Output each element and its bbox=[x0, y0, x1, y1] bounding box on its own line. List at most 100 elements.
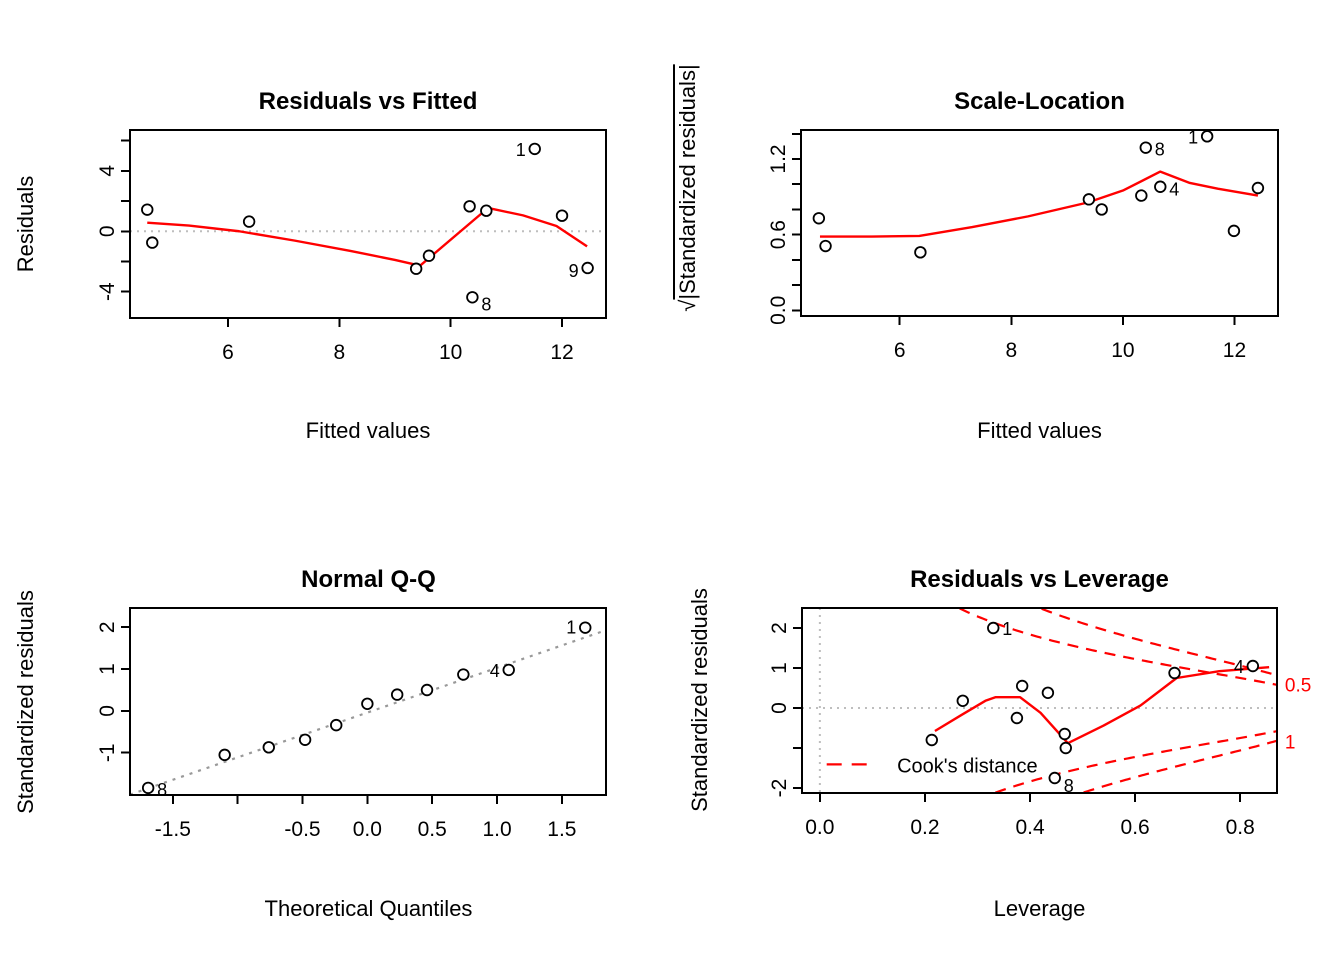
x-tick-label: 12 bbox=[550, 341, 573, 364]
data-point bbox=[466, 291, 479, 304]
data-point bbox=[528, 142, 541, 156]
y-tick-label: 0.0 bbox=[767, 296, 790, 325]
ylabel-standardized-residuals-qq: Standardized residuals bbox=[13, 590, 38, 814]
point-label-8: 8 bbox=[1155, 140, 1165, 160]
ylabel-standardized-residuals-leverage: Standardized residuals bbox=[687, 588, 712, 812]
data-point bbox=[1227, 224, 1241, 238]
data-point bbox=[422, 249, 436, 262]
title-residuals-vs-leverage: Residuals vs Leverage bbox=[910, 566, 1169, 593]
data-point bbox=[1139, 141, 1152, 154]
x-tick-label: 10 bbox=[439, 341, 462, 364]
point-label-8: 8 bbox=[1064, 776, 1074, 796]
xlabel-fitted-values-top-left: Fitted values bbox=[305, 418, 431, 443]
y-tick-label: 4 bbox=[96, 165, 119, 177]
data-point bbox=[1059, 741, 1072, 755]
data-point bbox=[242, 215, 256, 228]
point-label-1: 1 bbox=[566, 618, 576, 638]
data-point bbox=[1082, 193, 1096, 206]
data-point bbox=[463, 200, 476, 213]
panel-residuals-vs-leverage: 0.0 0.2 0.4 0.6 0.8 -2 0 1 2 1 8 4 0.5 1 Cook's distan… bbox=[768, 607, 1311, 839]
cooks-distance-contour-1 bbox=[1041, 607, 1278, 677]
x-tick-label: 1.0 bbox=[482, 818, 511, 841]
xlabel-leverage: Leverage bbox=[993, 896, 1086, 921]
y-tick-label: -2 bbox=[768, 779, 791, 798]
x-tick-label: 0.2 bbox=[910, 816, 939, 839]
reference-line bbox=[129, 629, 607, 796]
cooks-distance-contour-1 bbox=[1083, 739, 1278, 794]
title-scale-location: Scale-Location bbox=[954, 88, 1125, 115]
x-tick-label: 8 bbox=[333, 341, 345, 364]
point-label-4: 4 bbox=[490, 661, 500, 681]
data-point bbox=[1135, 189, 1148, 202]
data-point bbox=[146, 236, 159, 249]
y-tick-label: 2 bbox=[768, 622, 791, 634]
loess-smooth bbox=[934, 666, 1270, 745]
data-point bbox=[925, 733, 938, 747]
point-label-9: 9 bbox=[569, 261, 579, 281]
data-point bbox=[1095, 203, 1108, 216]
annotation-text: Cook's distance bbox=[897, 756, 1038, 778]
data-point bbox=[581, 261, 594, 275]
point-label-8: 8 bbox=[481, 294, 491, 314]
data-point bbox=[987, 621, 1000, 635]
xlabel-fitted-values-top-right: Fitted values bbox=[977, 418, 1102, 443]
y-tick-label: 2 bbox=[96, 621, 119, 633]
data-point bbox=[1015, 679, 1029, 693]
point-label-8: 8 bbox=[157, 780, 167, 800]
point-label-1: 1 bbox=[1188, 127, 1198, 147]
x-tick-label: 6 bbox=[894, 339, 906, 362]
data-point bbox=[218, 748, 231, 762]
y-tick-label: 1.2 bbox=[767, 144, 790, 173]
loess-smooth bbox=[819, 170, 1259, 238]
loess-smooth bbox=[147, 206, 588, 267]
point-label-4: 4 bbox=[1169, 180, 1179, 200]
x-tick-label: 0.0 bbox=[805, 816, 834, 839]
ylabel-residuals: Residuals bbox=[13, 175, 38, 273]
x-tick-label: 0.0 bbox=[353, 818, 382, 841]
x-tick-label: 1.5 bbox=[547, 818, 576, 841]
data-point bbox=[420, 683, 434, 697]
point-label-1: 1 bbox=[1002, 619, 1012, 639]
ylabel-sqrt-standardized-residuals: √|Standardized residuals| bbox=[675, 64, 700, 312]
y-tick-label: -4 bbox=[96, 282, 119, 301]
data-point bbox=[502, 663, 515, 677]
data-point bbox=[555, 209, 569, 222]
data-point bbox=[1251, 181, 1265, 195]
y-tick-label: 0 bbox=[96, 225, 119, 237]
plot-box bbox=[129, 129, 607, 319]
y-tick-label: 0 bbox=[768, 702, 791, 714]
x-tick-label: 0.4 bbox=[1015, 816, 1045, 839]
plot-box bbox=[801, 607, 1278, 794]
x-tick-label: 0.6 bbox=[1121, 816, 1150, 839]
data-point bbox=[262, 741, 275, 754]
point-label-4: 4 bbox=[1234, 657, 1244, 677]
y-tick-label: 0 bbox=[96, 705, 119, 717]
data-point bbox=[1048, 771, 1061, 785]
data-point bbox=[1041, 686, 1055, 700]
data-point bbox=[579, 621, 592, 634]
panel-scale-location: 6 8 10 120.00.61.2 841 bbox=[767, 127, 1279, 362]
plot-box bbox=[800, 129, 1279, 317]
x-tick-label: 10 bbox=[1111, 339, 1134, 362]
data-point bbox=[298, 733, 312, 746]
x-tick-label: 0.5 bbox=[418, 818, 447, 841]
y-tick-label: 1 bbox=[768, 662, 791, 674]
data-point bbox=[914, 246, 927, 259]
annotation-text: 0.5 bbox=[1285, 675, 1311, 696]
data-point bbox=[330, 718, 343, 732]
x-tick-label: 6 bbox=[222, 341, 234, 364]
x-tick-label: -0.5 bbox=[284, 818, 320, 841]
title-residuals-vs-fitted: Residuals vs Fitted bbox=[258, 88, 478, 115]
y-tick-label: 0.6 bbox=[767, 220, 790, 249]
data-point bbox=[409, 262, 423, 275]
x-tick-label: 8 bbox=[1005, 339, 1017, 362]
xlabel-theoretical-quantiles: Theoretical Quantiles bbox=[264, 896, 473, 921]
data-point bbox=[956, 694, 969, 708]
data-point bbox=[390, 688, 404, 701]
data-point bbox=[1200, 130, 1214, 143]
cooks-distance-contour-0.5 bbox=[959, 607, 1278, 686]
data-point bbox=[457, 668, 470, 681]
